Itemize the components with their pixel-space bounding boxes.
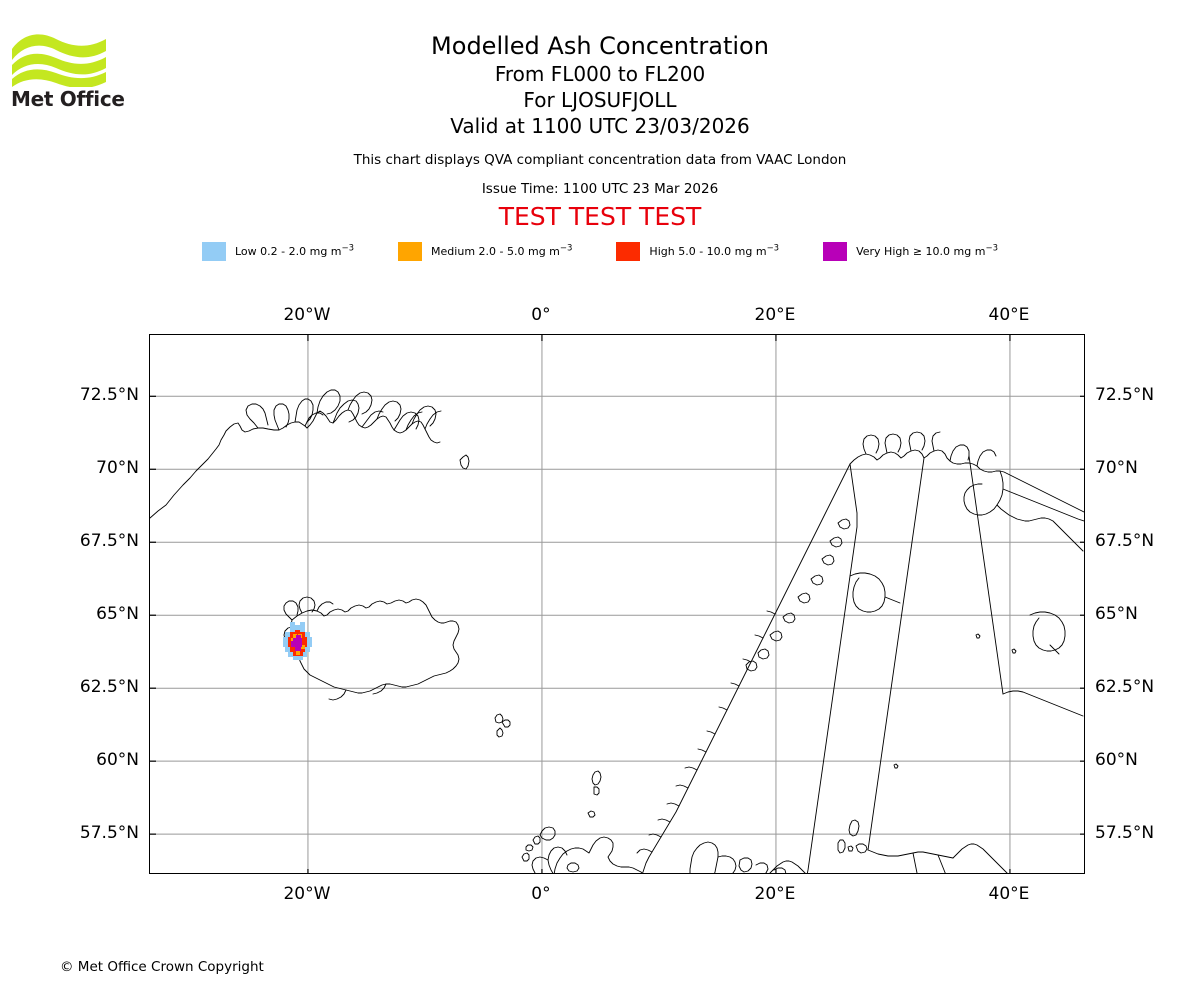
concentration-legend: Low 0.2 - 2.0 mg m−3 Medium 2.0 - 5.0 mg … bbox=[0, 242, 1200, 261]
lat-tick-left: 70°N bbox=[96, 458, 139, 479]
page-title: Modelled Ash Concentration bbox=[431, 32, 769, 60]
legend-item-high: High 5.0 - 10.0 mg m−3 bbox=[616, 242, 823, 261]
legend-label-high: High 5.0 - 10.0 mg m−3 bbox=[649, 243, 780, 258]
lon-tick-top: 0° bbox=[531, 305, 551, 325]
coastlines bbox=[150, 389, 1084, 873]
legend-swatch-medium bbox=[398, 242, 423, 261]
lat-tick-left: 65°N bbox=[96, 604, 139, 625]
lon-tick-bottom: 20°W bbox=[283, 884, 331, 904]
lon-tick-top: 20°E bbox=[754, 305, 796, 325]
map-gridlines bbox=[150, 335, 1084, 873]
lat-tick-right: 72.5°N bbox=[1095, 385, 1155, 406]
map-frame bbox=[149, 334, 1085, 874]
met-office-logo-text: Met Office bbox=[11, 87, 125, 111]
map-container bbox=[149, 334, 1085, 874]
test-banner: TEST TEST TEST bbox=[498, 202, 702, 231]
flight-level-range: From FL000 to FL200 bbox=[494, 62, 706, 86]
lat-tick-right: 67.5°N bbox=[1095, 531, 1155, 552]
lon-tick-bottom: 40°E bbox=[988, 884, 1030, 904]
legend-label-very-high: Very High ≥ 10.0 mg m−3 bbox=[856, 243, 998, 258]
lon-tick-bottom: 20°E bbox=[754, 884, 796, 904]
volcano-name: For LJOSUFJOLL bbox=[523, 88, 677, 112]
lat-tick-left: 67.5°N bbox=[79, 531, 139, 552]
lat-tick-left: 60°N bbox=[96, 750, 139, 771]
legend-item-low: Low 0.2 - 2.0 mg m−3 bbox=[202, 242, 398, 261]
legend-item-medium: Medium 2.0 - 5.0 mg m−3 bbox=[398, 242, 616, 261]
lat-tick-left: 72.5°N bbox=[79, 385, 139, 406]
legend-swatch-low bbox=[202, 242, 226, 261]
axis-tick-marks bbox=[150, 335, 1084, 873]
legend-label-medium: Medium 2.0 - 5.0 mg m−3 bbox=[431, 243, 573, 258]
copyright-notice: © Met Office Crown Copyright bbox=[60, 959, 264, 975]
legend-swatch-high bbox=[616, 242, 641, 261]
met-office-wave-mark bbox=[12, 34, 106, 87]
map-canvas bbox=[150, 335, 1084, 873]
qva-disclaimer: This chart displays QVA compliant concen… bbox=[353, 152, 847, 168]
valid-time: Valid at 1100 UTC 23/03/2026 bbox=[450, 114, 750, 138]
lat-tick-left: 62.5°N bbox=[79, 677, 139, 698]
met-office-logo: Met Office bbox=[10, 25, 125, 115]
chart-header: Modelled Ash Concentration From FL000 to… bbox=[0, 0, 1200, 232]
legend-label-low: Low 0.2 - 2.0 mg m−3 bbox=[235, 243, 355, 258]
lat-tick-right: 57.5°N bbox=[1095, 823, 1155, 844]
lon-tick-top: 20°W bbox=[283, 305, 331, 325]
legend-swatch-very-high bbox=[823, 242, 848, 261]
lon-tick-top: 40°E bbox=[988, 305, 1030, 325]
lat-tick-right: 65°N bbox=[1095, 604, 1138, 625]
issue-time: Issue Time: 1100 UTC 23 Mar 2026 bbox=[481, 181, 719, 197]
legend-item-very-high: Very High ≥ 10.0 mg m−3 bbox=[823, 242, 998, 261]
lat-tick-left: 57.5°N bbox=[79, 823, 139, 844]
lat-tick-right: 70°N bbox=[1095, 458, 1138, 479]
ash-plume bbox=[283, 622, 312, 660]
lat-tick-right: 60°N bbox=[1095, 750, 1138, 771]
lon-tick-bottom: 0° bbox=[531, 884, 551, 904]
lat-tick-right: 62.5°N bbox=[1095, 677, 1155, 698]
